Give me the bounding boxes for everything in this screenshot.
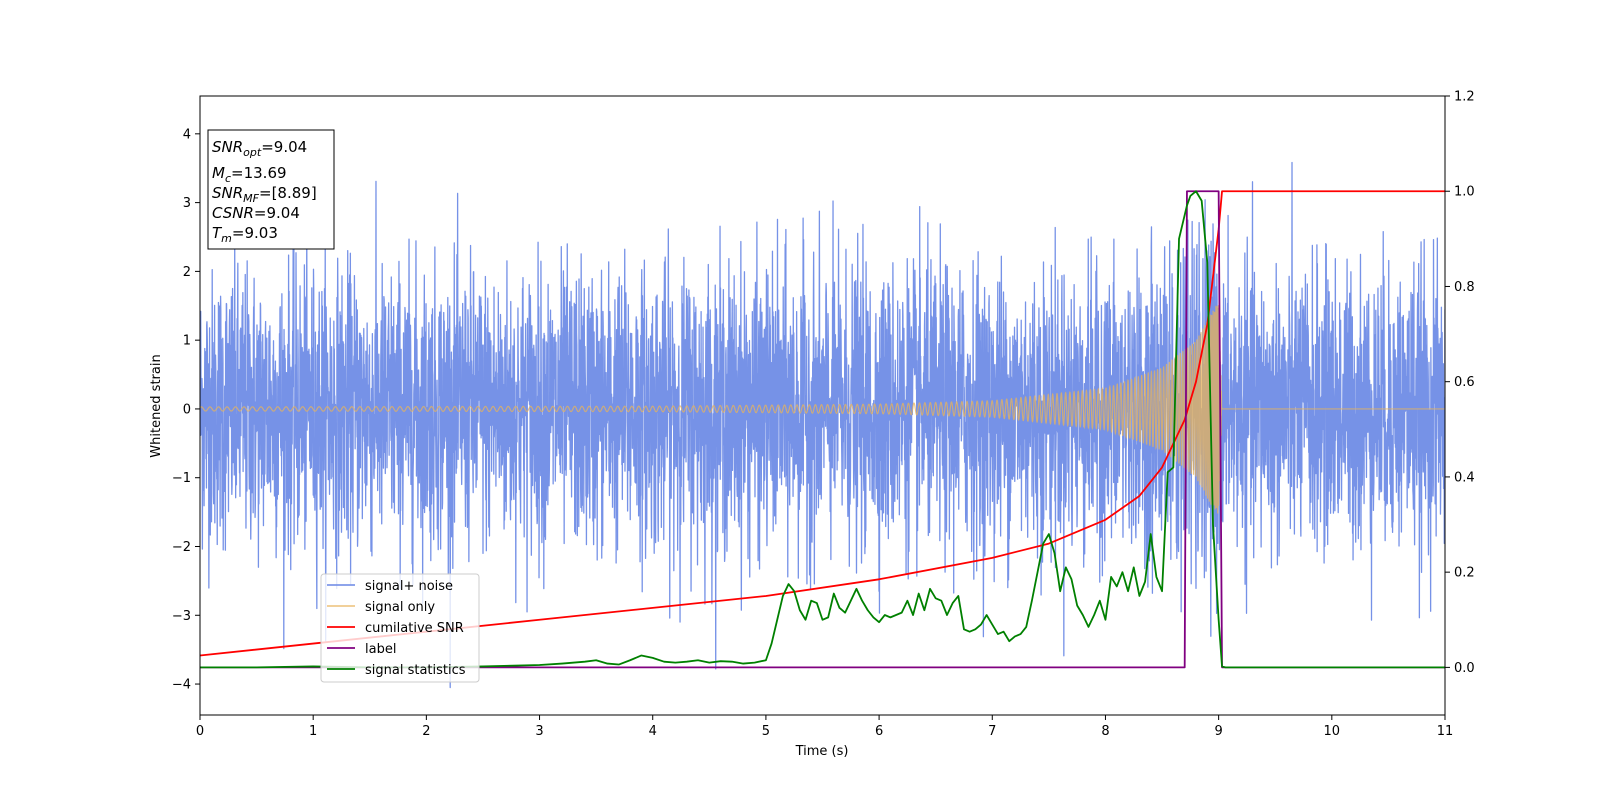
legend-frame — [320, 573, 480, 683]
info-snr-opt: SNRopt=9.04 — [212, 138, 307, 159]
x-tick-label: 6 — [875, 724, 883, 739]
info-box: SNRopt=9.04 Mc=13.69 SNRMF=[8.89] CSNR=9… — [207, 129, 335, 250]
y2-tick-label: 0.6 — [1454, 375, 1475, 390]
legend-label-label: label — [365, 642, 396, 657]
info-snr-opt-value: =9.04 — [261, 138, 307, 156]
legend-item-label: label — [327, 642, 396, 657]
info-tm: Tm=9.03 — [212, 224, 278, 245]
info-box-frame — [207, 129, 335, 250]
legend-label-signal-only: signal only — [365, 600, 435, 615]
y2-tick-label: 1.2 — [1454, 90, 1475, 105]
x-tick-label: 10 — [1324, 724, 1341, 739]
y2-tick-label: 1.0 — [1454, 185, 1475, 200]
x-tick-label: 0 — [196, 724, 204, 739]
info-mc: Mc=13.69 — [212, 164, 287, 185]
info-snr-mf-value: =[8.89] — [259, 184, 317, 202]
series-layer — [200, 161, 1445, 689]
y-axis-left: −4 −3 −2 −1 0 1 2 3 4 — [172, 127, 200, 693]
y-axis-right: 0.0 0.2 0.4 0.6 0.8 1.0 1.2 — [1445, 90, 1475, 676]
x-tick-label: 9 — [1214, 724, 1222, 739]
x-axis: 0 1 2 3 4 5 6 7 8 9 10 11 — [196, 715, 1453, 739]
plot-frame — [199, 95, 1446, 716]
x-tick-label: 5 — [762, 724, 770, 739]
x-tick-label: 3 — [535, 724, 543, 739]
y2-tick-label: 0.4 — [1454, 470, 1475, 485]
x-tick-label: 11 — [1437, 724, 1454, 739]
legend-item-signal-noise: signal+ noise — [327, 579, 453, 594]
x-tick-label: 7 — [988, 724, 996, 739]
x-axis-label: Time (s) — [795, 744, 849, 759]
y-tick-label: 1 — [183, 334, 191, 349]
legend-label-signal-noise: signal+ noise — [365, 579, 453, 594]
y-tick-label: 2 — [183, 265, 191, 280]
legend-label-cumulative-snr: cumilative SNR — [365, 621, 464, 636]
x-tick-label: 4 — [649, 724, 657, 739]
legend-label-signal-statistics: signal statistics — [365, 663, 466, 678]
series-signal-statistics — [200, 190, 1445, 669]
legend-item-signal-only: signal only — [327, 600, 435, 615]
y-tick-label: 4 — [183, 127, 191, 142]
y-tick-label: 3 — [183, 196, 191, 211]
info-csnr: CSNR=9.04 — [212, 204, 300, 222]
info-csnr-value: =9.04 — [254, 204, 300, 222]
y-tick-label: −3 — [172, 609, 191, 624]
info-mc-value: =13.69 — [231, 164, 287, 182]
y-tick-label: −4 — [172, 678, 191, 693]
info-tm-value: =9.03 — [232, 224, 278, 242]
y2-tick-label: 0.2 — [1454, 566, 1475, 581]
legend: signal+ noise signal only cumilative SNR… — [320, 573, 480, 683]
x-tick-label: 8 — [1101, 724, 1109, 739]
x-tick-label: 1 — [309, 724, 317, 739]
y2-tick-label: 0.0 — [1454, 661, 1475, 676]
info-snr-mf: SNRMF=[8.89] — [212, 184, 317, 205]
x-tick-label: 2 — [422, 724, 430, 739]
legend-item-cumulative-snr: cumilative SNR — [327, 621, 464, 636]
series-cumulative-snr — [200, 190, 1445, 657]
series-signal-noise — [200, 161, 1445, 689]
legend-item-signal-statistics: signal statistics — [327, 663, 466, 678]
y-axis-label: Whitened strain — [149, 354, 164, 457]
series-signal-only — [200, 305, 1445, 514]
y-tick-label: −1 — [172, 471, 191, 486]
y2-tick-label: 0.8 — [1454, 280, 1475, 295]
y-tick-label: −2 — [172, 540, 191, 555]
y-tick-label: 0 — [183, 402, 191, 417]
